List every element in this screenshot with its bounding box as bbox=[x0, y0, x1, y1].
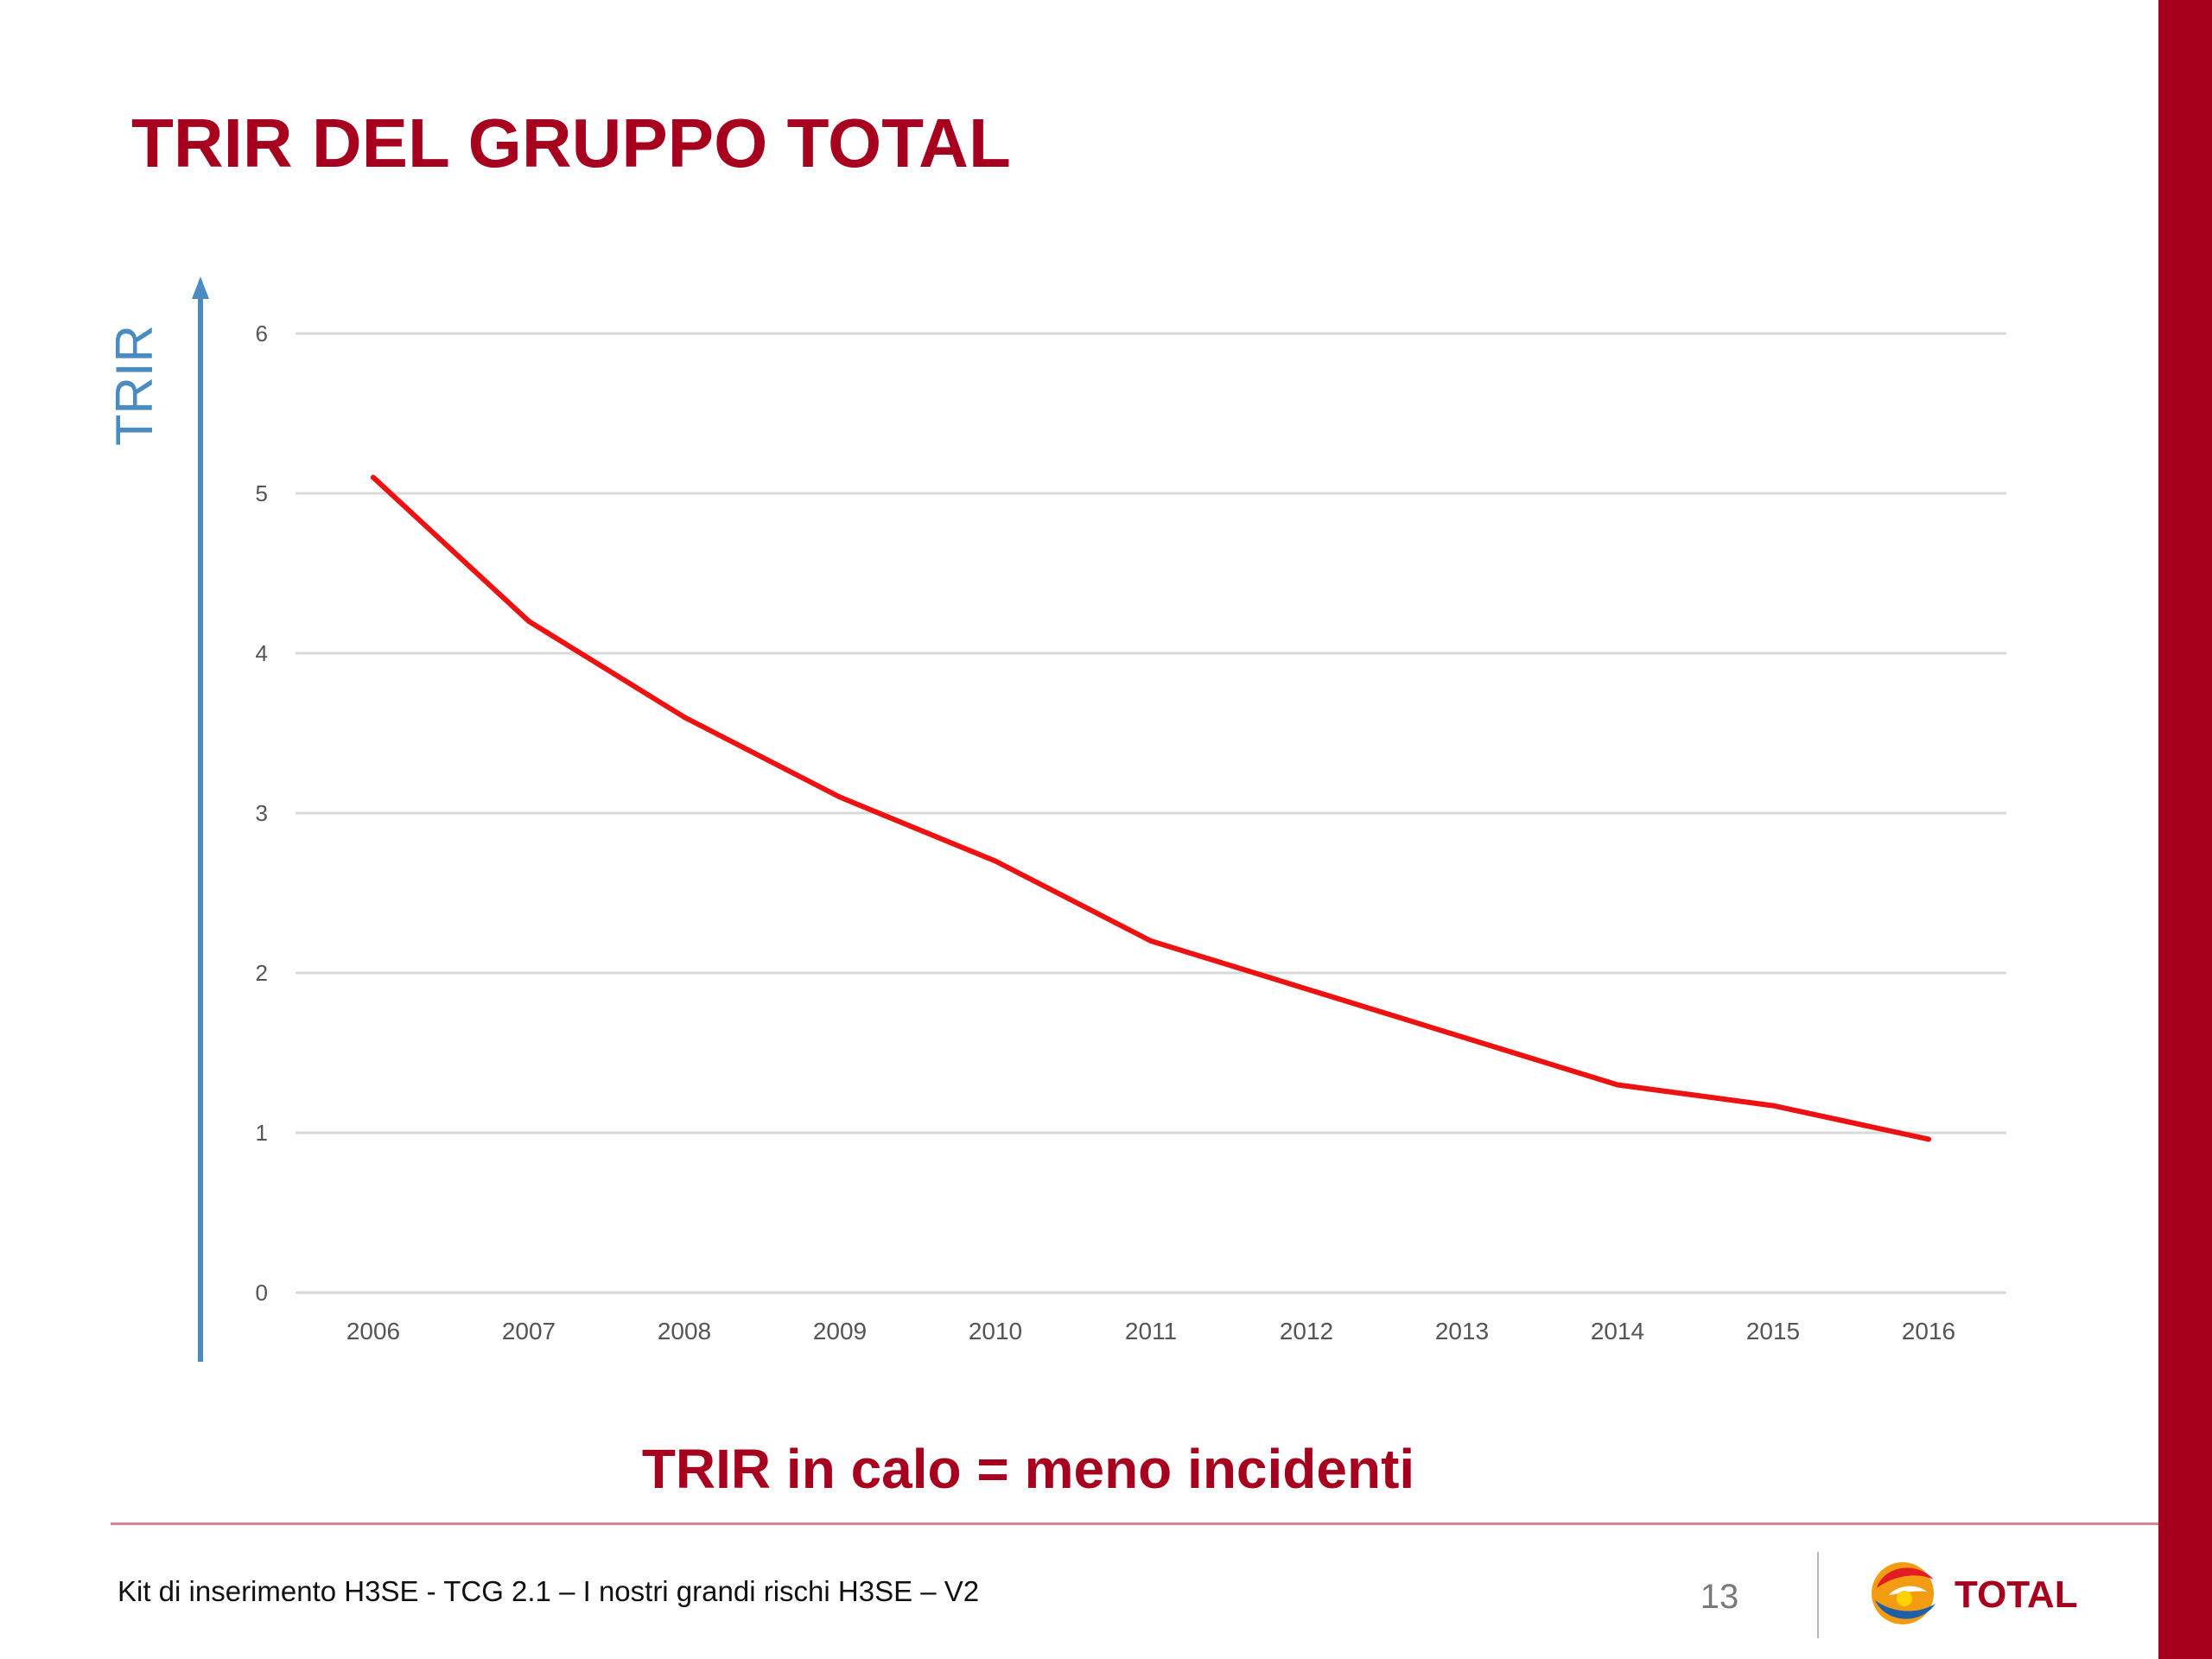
y-tick-labels: 0 1 2 3 4 5 6 bbox=[256, 321, 268, 1306]
series-line bbox=[371, 474, 1931, 1142]
data-point bbox=[1770, 1103, 1776, 1109]
slide-title: TRIR DEL GRUPPO TOTAL bbox=[131, 105, 1011, 181]
x-tick-labels: 2006 2007 2008 2009 2010 2011 2012 2013 2014 2015… bbox=[346, 1318, 1955, 1344]
footer-separator bbox=[1817, 1552, 1819, 1638]
data-point bbox=[1615, 1082, 1620, 1088]
data-point bbox=[526, 619, 531, 624]
total-logo-icon bbox=[1872, 1562, 1936, 1624]
y-tick-label: 5 bbox=[256, 480, 268, 506]
x-tick-label: 2009 bbox=[813, 1318, 867, 1344]
y-tick-label: 4 bbox=[256, 640, 268, 666]
chart-caption: TRIR in calo = meno incidenti bbox=[641, 1438, 1415, 1500]
x-tick-label: 2013 bbox=[1435, 1318, 1489, 1344]
y-tick-label: 0 bbox=[256, 1280, 268, 1306]
x-tick-label: 2012 bbox=[1280, 1318, 1333, 1344]
data-point bbox=[1148, 938, 1154, 944]
trir-line-chart: 0 1 2 3 4 5 6 2006 2007 2008 2009 2010 2011 2012 2013… bbox=[105, 276, 2006, 1362]
logo-wordmark: TOTAL bbox=[1955, 1573, 2078, 1616]
data-point bbox=[682, 715, 687, 720]
x-tick-label: 2011 bbox=[1125, 1318, 1177, 1344]
data-point bbox=[1459, 1034, 1465, 1039]
page-number: 13 bbox=[1700, 1578, 1739, 1616]
data-point bbox=[837, 794, 842, 800]
total-logo: TOTAL bbox=[1866, 1554, 2143, 1631]
side-accent-bar bbox=[2158, 0, 2212, 1659]
x-tick-label: 2006 bbox=[346, 1318, 400, 1344]
y-axis-arrowhead bbox=[192, 276, 209, 299]
data-point bbox=[993, 858, 998, 864]
y-axis-arrow bbox=[192, 276, 209, 1362]
x-tick-label: 2007 bbox=[502, 1318, 556, 1344]
footer-text: Kit di inserimento H3SE - TCG 2.1 – I no… bbox=[118, 1575, 980, 1607]
x-tick-label: 2016 bbox=[1902, 1318, 1955, 1344]
data-point bbox=[1304, 986, 1309, 992]
data-point bbox=[1926, 1136, 1931, 1142]
x-tick-label: 2014 bbox=[1591, 1318, 1644, 1344]
gridlines bbox=[296, 332, 2006, 1294]
x-tick-label: 2010 bbox=[969, 1318, 1022, 1344]
series-layer bbox=[371, 474, 1931, 1142]
y-tick-label: 6 bbox=[256, 321, 268, 346]
y-tick-label: 3 bbox=[256, 800, 268, 826]
y-axis-label: TRIR bbox=[105, 325, 163, 446]
x-tick-label: 2015 bbox=[1746, 1318, 1800, 1344]
data-point bbox=[371, 474, 376, 480]
x-tick-label: 2008 bbox=[658, 1318, 711, 1344]
y-tick-label: 2 bbox=[256, 960, 268, 986]
footer-rule bbox=[111, 1522, 2158, 1525]
y-tick-label: 1 bbox=[256, 1120, 268, 1146]
